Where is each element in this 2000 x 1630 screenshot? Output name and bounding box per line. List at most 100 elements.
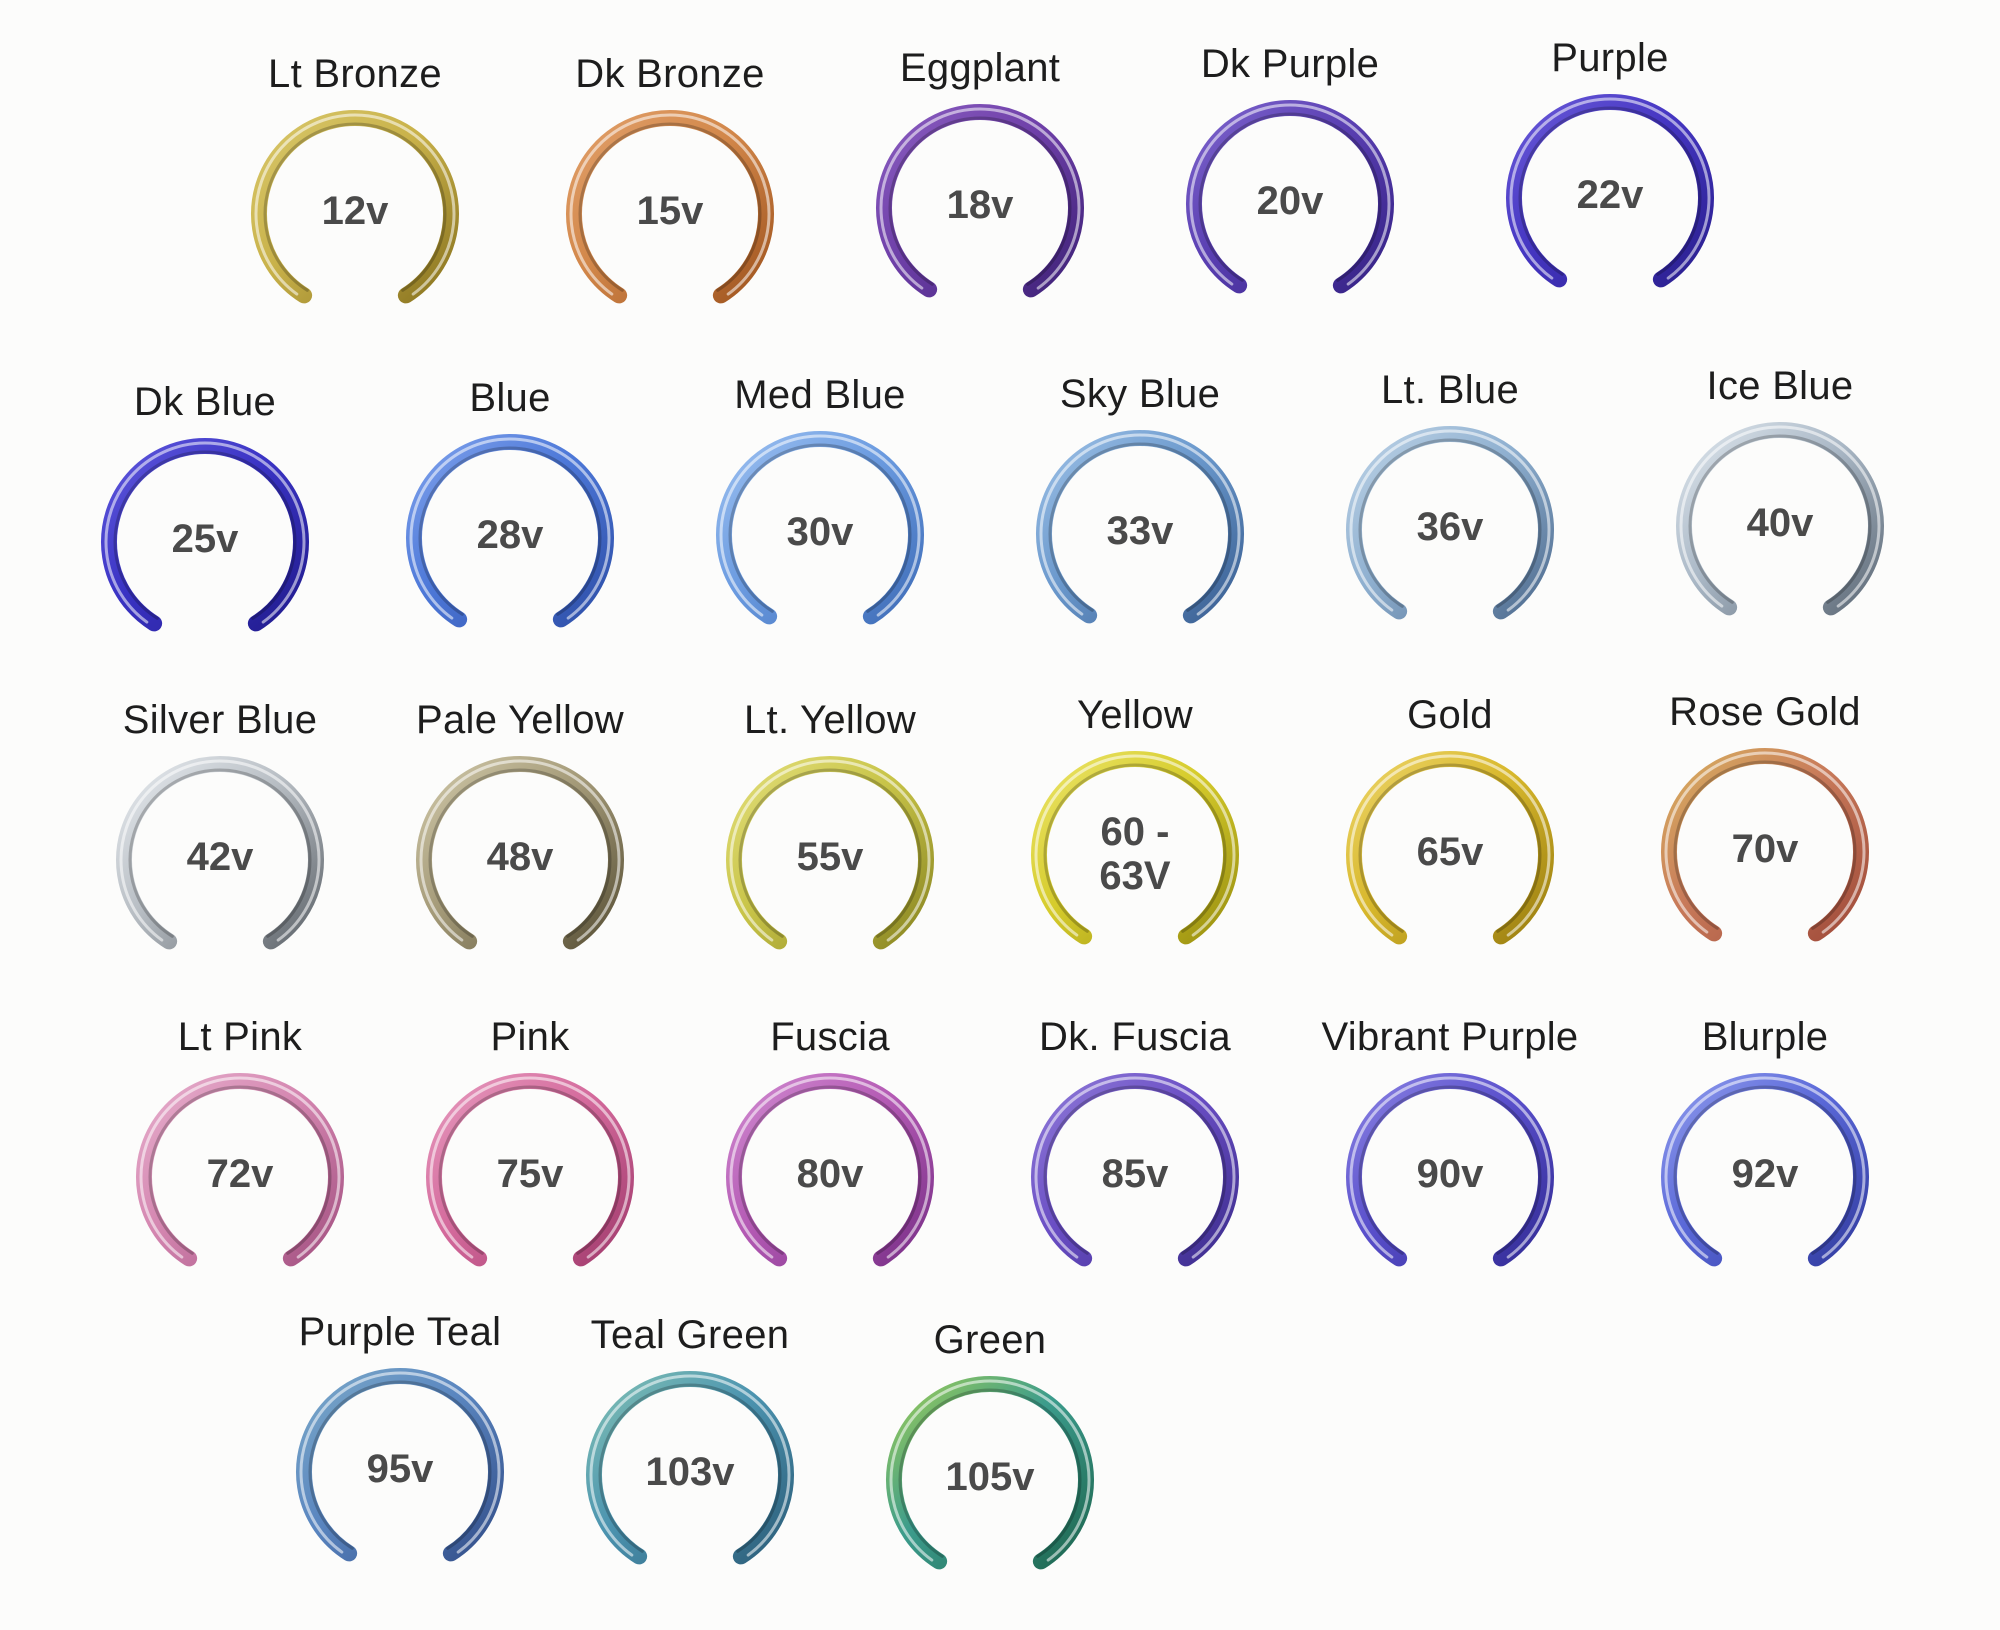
ring-band [406,434,614,628]
voltage-label: 48v [486,835,554,879]
ring-shadow [1048,442,1232,612]
ring-icon [1506,94,1714,288]
ring-highlight [719,434,921,617]
ring-highlight [1349,754,1551,937]
ring-band [136,1073,344,1267]
swatch-name: Silver Blue [122,698,318,742]
ring-highlight [104,441,306,624]
swatch-name: Yellow [1077,693,1193,737]
ring-icon [116,756,324,950]
ring-icon [1031,1073,1239,1267]
ring-band [1676,422,1884,616]
voltage-label: 90v [1416,1152,1484,1196]
ring-shadow [1673,1085,1857,1255]
ring-shadow [888,116,1072,286]
voltage-label: 40v [1746,501,1814,545]
voltage-label: 36v [1416,505,1484,549]
swatch-name: Dk Bronze [575,52,765,96]
ring-icon [726,756,934,950]
ring-band [876,104,1084,298]
ring-shadow [308,1380,492,1550]
swatch-dk-bronze: Dk Bronze 15v [520,52,820,352]
ring-shadow [113,450,297,620]
ring-icon [406,434,614,628]
ring-shadow [898,1388,1082,1558]
swatch-purple-teal: Purple Teal 95v [250,1310,550,1610]
swatch-fuscia: Fuscia 80v [680,1015,980,1315]
voltage-label: 65v [1416,830,1484,874]
voltage-label: 70v [1731,827,1799,871]
ring-highlight [729,1076,931,1259]
ring-icon [296,1368,504,1562]
swatch-name: Fuscia [770,1015,890,1059]
voltage-label: 55v [796,835,864,879]
ring-band [1031,751,1239,945]
ring-band [1186,100,1394,294]
ring-icon [886,1376,1094,1570]
ring-shadow [578,122,762,292]
swatch-purple: Purple 22v [1460,36,1760,336]
voltage-label: 103v [645,1450,735,1494]
swatch-green: Green 105v [840,1318,1140,1618]
swatch-lt-yellow: Lt. Yellow 55v [680,698,980,998]
ring-shadow [598,1383,782,1553]
ring-icon [426,1073,634,1267]
swatch-name: Sky Blue [1059,372,1221,416]
ring-highlight [1349,429,1551,612]
ring-highlight [409,437,611,620]
ring-band [416,756,624,950]
swatch-pale-yellow: Pale Yellow 48v [370,698,670,998]
ring-highlight [1509,97,1711,280]
ring-band [1346,426,1554,620]
swatch-sky-blue: Sky Blue 33v [990,372,1290,672]
swatch-name: Med Blue [734,373,906,417]
swatch-name: Blue [469,376,551,420]
ring-shadow [1358,1085,1542,1255]
ring-icon [136,1073,344,1267]
ring-shadow [1043,1085,1227,1255]
voltage-label: 42v [186,835,254,879]
swatch-name: Green [933,1318,1047,1362]
ring-shadow [738,1085,922,1255]
ring-highlight [879,107,1081,290]
ring-band [566,110,774,304]
ring-icon [1661,748,1869,942]
ring-band [1346,1073,1554,1267]
voltage-label: 22v [1576,173,1644,217]
ring-highlight [1664,1076,1866,1259]
ring-band [296,1368,504,1562]
ring-icon [416,756,624,950]
swatch-gold: Gold 65v [1300,693,1600,993]
ring-shadow [263,122,447,292]
swatch-eggplant: Eggplant 18v [830,46,1130,346]
ring-band [116,756,324,950]
swatch-ice-blue: Ice Blue 40v [1630,364,1930,664]
swatch-dk-blue: Dk Blue 25v [55,380,355,680]
ring-icon [1346,426,1554,620]
swatch-name: Dk Purple [1200,42,1380,86]
ring-icon [251,110,459,304]
ring-band [726,1073,934,1267]
voltage-label: 33v [1106,509,1174,553]
ring-shadow [148,1085,332,1255]
ring-icon [1346,751,1554,945]
ring-icon [101,438,309,632]
swatch-vibrant-purple: Vibrant Purple 90v [1300,1015,1600,1315]
swatch-blurple: Blurple 92v [1615,1015,1915,1315]
voltage-label: 15v [636,189,704,233]
voltage-label: 105v [945,1455,1035,1499]
ring-icon [1346,1073,1554,1267]
voltage-label: 80v [796,1152,864,1196]
ring-band [1506,94,1714,288]
ring-icon [1186,100,1394,294]
ring-icon [566,110,774,304]
ring-band [1346,751,1554,945]
swatch-name: Gold [1407,693,1493,737]
swatch-name: Pale Yellow [416,698,624,742]
voltage-label: 12v [321,189,389,233]
ring-icon [1036,430,1244,624]
ring-highlight [729,759,931,942]
ring-shadow [1358,763,1542,933]
swatch-name: Teal Green [590,1313,790,1357]
ring-shadow [728,443,912,613]
